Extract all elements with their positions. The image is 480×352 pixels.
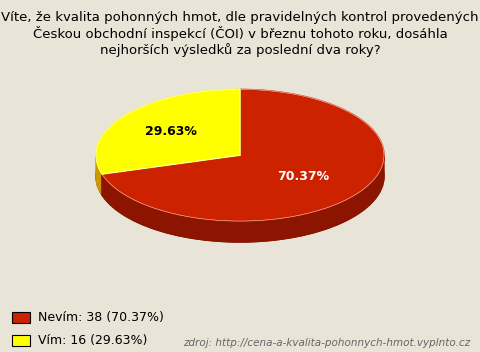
Text: Vím: 16 (29.63%): Vím: 16 (29.63%) — [38, 334, 148, 347]
Text: zdroj: http://cena-a-kvalita-pohonnych-hmot.vyplnto.cz: zdroj: http://cena-a-kvalita-pohonnych-h… — [183, 339, 470, 348]
Polygon shape — [96, 156, 102, 195]
Polygon shape — [102, 155, 240, 195]
Polygon shape — [102, 156, 384, 242]
FancyBboxPatch shape — [12, 312, 30, 323]
Polygon shape — [96, 89, 240, 174]
Text: Víte, že kvalita pohonných hmot, dle pravidelných kontrol provedených
Českou obc: Víte, že kvalita pohonných hmot, dle pra… — [1, 11, 479, 57]
Text: 70.37%: 70.37% — [277, 170, 330, 183]
Text: 29.63%: 29.63% — [145, 125, 197, 138]
Ellipse shape — [96, 110, 384, 242]
Polygon shape — [102, 155, 240, 195]
Polygon shape — [102, 89, 384, 221]
FancyBboxPatch shape — [12, 335, 30, 346]
Text: Nevím: 38 (70.37%): Nevím: 38 (70.37%) — [38, 311, 164, 324]
